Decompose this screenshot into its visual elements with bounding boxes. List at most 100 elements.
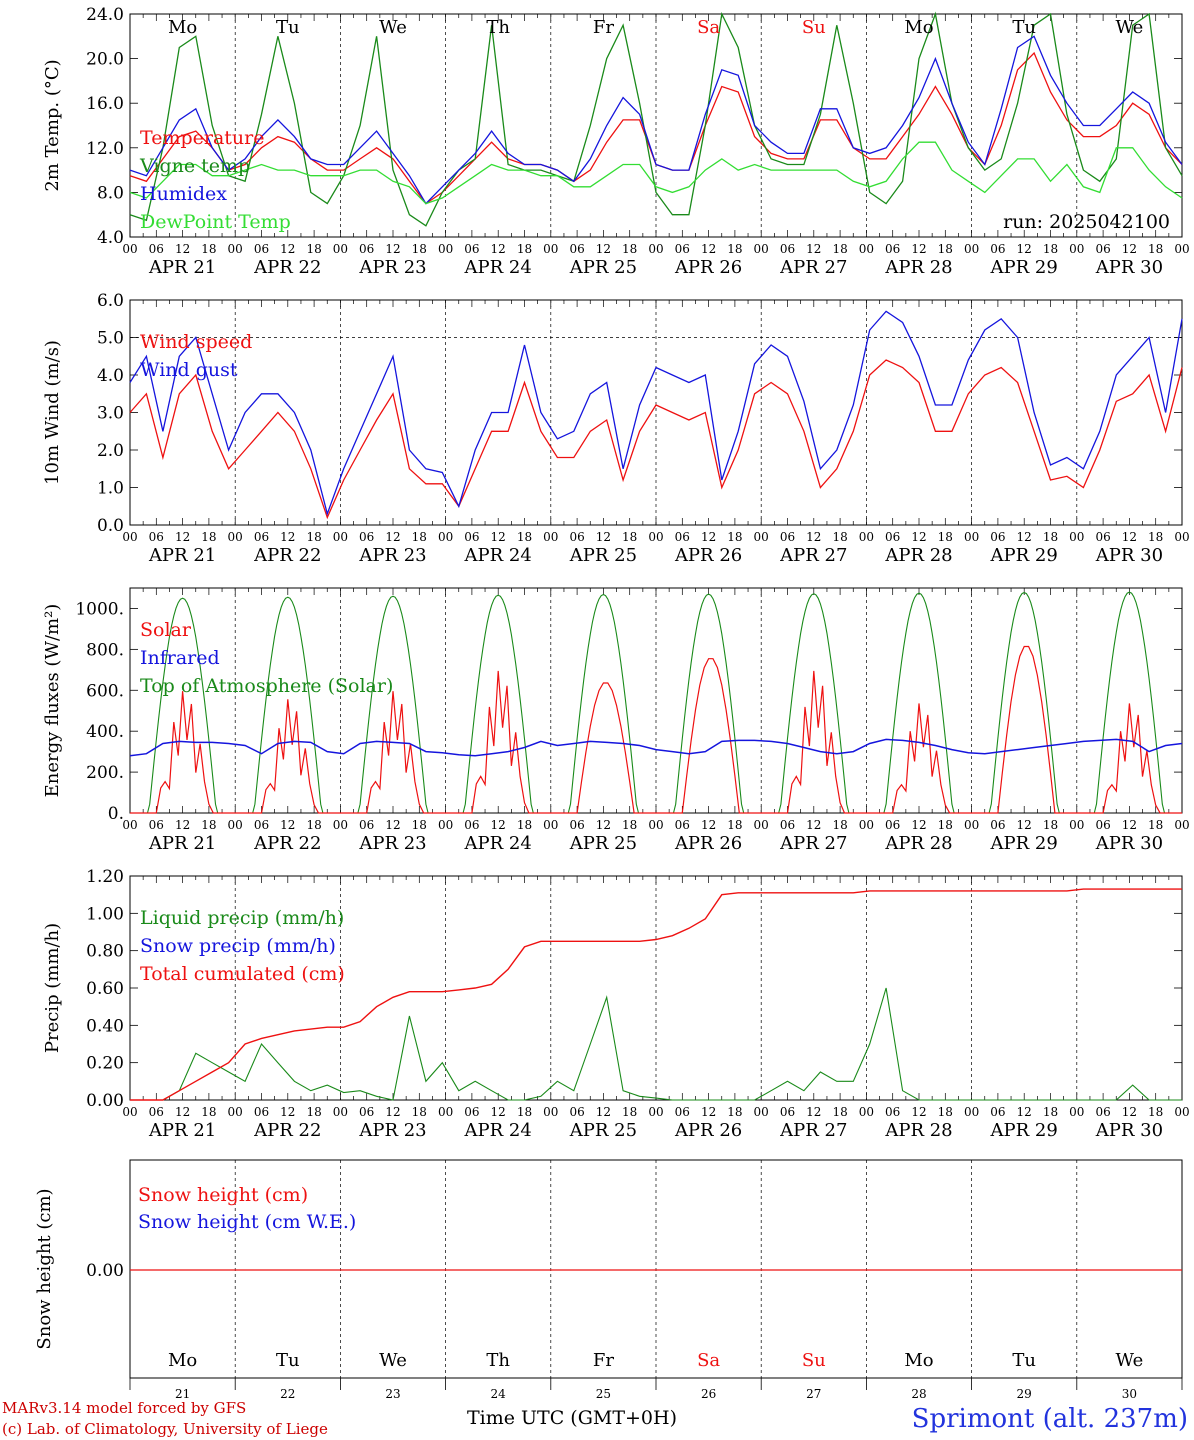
legend-entry: Liquid precip (mm/h) bbox=[140, 907, 344, 929]
hour-tick-label: 12 bbox=[175, 818, 190, 832]
day-label: APR 25 bbox=[569, 545, 637, 566]
hour-tick-label: 06 bbox=[1095, 242, 1110, 256]
day-label: APR 30 bbox=[1095, 545, 1163, 566]
y-tick-label: 600. bbox=[86, 681, 124, 701]
hour-tick-label: 18 bbox=[622, 530, 637, 544]
y-tick-label: 4.0 bbox=[97, 228, 124, 248]
day-label: APR 29 bbox=[990, 545, 1058, 566]
hour-tick-label: 00 bbox=[228, 1105, 243, 1119]
temperature-series-line bbox=[129, 35, 1183, 205]
day-number-label: 24 bbox=[491, 1387, 507, 1401]
hour-tick-label: 18 bbox=[1148, 1105, 1163, 1119]
hour-tick-label: 06 bbox=[254, 242, 269, 256]
hour-tick-label: 00 bbox=[228, 530, 243, 544]
day-label: APR 28 bbox=[884, 833, 952, 854]
day-label: APR 27 bbox=[779, 833, 847, 854]
hour-tick-label: 12 bbox=[701, 818, 716, 832]
hour-tick-label: 12 bbox=[280, 530, 295, 544]
day-label: APR 25 bbox=[569, 257, 637, 278]
hour-tick-label: 00 bbox=[648, 242, 663, 256]
hour-tick-label: 00 bbox=[1069, 530, 1084, 544]
day-label: APR 28 bbox=[884, 1120, 952, 1141]
hour-tick-label: 12 bbox=[491, 818, 506, 832]
hour-tick-label: 18 bbox=[727, 818, 742, 832]
y-tick-label: 400. bbox=[86, 722, 124, 742]
hour-tick-label: 12 bbox=[596, 242, 611, 256]
hour-tick-label: 18 bbox=[1043, 1105, 1058, 1119]
hour-tick-label: 12 bbox=[806, 1105, 821, 1119]
hour-tick-label: 00 bbox=[1069, 242, 1084, 256]
hour-tick-label: 00 bbox=[1174, 242, 1189, 256]
hour-tick-label: 18 bbox=[201, 1105, 216, 1119]
legend-entry: Solar bbox=[140, 619, 192, 641]
hour-tick-label: 00 bbox=[333, 1105, 348, 1119]
hour-tick-label: 06 bbox=[149, 818, 164, 832]
liquid-precip-line bbox=[130, 987, 1182, 1101]
hour-tick-label: 18 bbox=[622, 1105, 637, 1119]
hour-tick-label: 18 bbox=[517, 530, 532, 544]
hour-tick-label: 12 bbox=[701, 1105, 716, 1119]
day-number-label: 27 bbox=[806, 1387, 821, 1401]
hour-tick-label: 06 bbox=[254, 530, 269, 544]
y-tick-label: 1000. bbox=[75, 599, 124, 619]
y-tick-label: 0.20 bbox=[86, 1054, 124, 1074]
day-label: APR 21 bbox=[148, 257, 216, 278]
hour-tick-label: 12 bbox=[701, 530, 716, 544]
hour-tick-label: 00 bbox=[754, 818, 769, 832]
y-tick-label: 200. bbox=[86, 763, 124, 783]
panel-frame bbox=[129, 13, 1183, 238]
hour-tick-label: 18 bbox=[832, 530, 847, 544]
y-tick-label: 3.0 bbox=[97, 404, 124, 424]
day-label: APR 29 bbox=[990, 1120, 1058, 1141]
hour-tick-label: 18 bbox=[517, 1105, 532, 1119]
hour-tick-label: 12 bbox=[911, 1105, 926, 1119]
hour-tick-label: 06 bbox=[359, 1105, 374, 1119]
day-label: APR 29 bbox=[990, 257, 1058, 278]
hour-tick-label: 06 bbox=[254, 818, 269, 832]
day-label: APR 24 bbox=[464, 1120, 532, 1141]
hour-tick-label: 18 bbox=[727, 530, 742, 544]
hour-tick-label: 00 bbox=[964, 242, 979, 256]
day-label: APR 25 bbox=[569, 833, 637, 854]
hour-tick-label: 18 bbox=[1043, 530, 1058, 544]
y-tick-label: 0.00 bbox=[86, 1261, 124, 1281]
hour-tick-label: 12 bbox=[596, 530, 611, 544]
hour-tick-label: 00 bbox=[333, 242, 348, 256]
day-label: APR 28 bbox=[884, 257, 952, 278]
hour-tick-label: 12 bbox=[1017, 530, 1032, 544]
hour-tick-label: 00 bbox=[1069, 818, 1084, 832]
day-label: APR 27 bbox=[779, 257, 847, 278]
hour-tick-label: 18 bbox=[727, 242, 742, 256]
hour-tick-label: 18 bbox=[412, 242, 427, 256]
hour-tick-label: 00 bbox=[122, 1105, 137, 1119]
hour-tick-label: 00 bbox=[754, 530, 769, 544]
day-label: APR 30 bbox=[1095, 833, 1163, 854]
hour-tick-label: 18 bbox=[517, 818, 532, 832]
day-label: APR 24 bbox=[464, 257, 532, 278]
hour-tick-label: 12 bbox=[175, 530, 190, 544]
hour-tick-label: 18 bbox=[832, 242, 847, 256]
y-tick-label: 5.0 bbox=[97, 329, 124, 349]
y-axis-title: Snow height (cm) bbox=[34, 1188, 55, 1349]
hour-tick-label: 00 bbox=[228, 242, 243, 256]
y-tick-label: 0. bbox=[108, 804, 124, 824]
weekday-label: Th bbox=[486, 17, 510, 38]
hour-tick-label: 18 bbox=[938, 818, 953, 832]
weekday-label: Sa bbox=[697, 1350, 720, 1371]
hour-tick-label: 06 bbox=[885, 1105, 900, 1119]
hour-tick-label: 12 bbox=[806, 818, 821, 832]
hour-tick-label: 12 bbox=[385, 530, 400, 544]
hour-tick-label: 00 bbox=[438, 530, 453, 544]
y-tick-label: 0.0 bbox=[97, 516, 124, 536]
hour-tick-label: 12 bbox=[806, 242, 821, 256]
hour-tick-label: 18 bbox=[1148, 530, 1163, 544]
weekday-label: Mo bbox=[168, 17, 197, 38]
day-label: APR 22 bbox=[253, 257, 321, 278]
legend-entry: Snow precip (mm/h) bbox=[140, 935, 336, 957]
infrared-line bbox=[129, 738, 1183, 757]
footer-credit-2: (c) Lab. of Climatology, University of L… bbox=[2, 1420, 328, 1438]
hour-tick-label: 06 bbox=[885, 530, 900, 544]
hour-tick-label: 00 bbox=[859, 818, 874, 832]
hour-tick-label: 12 bbox=[280, 1105, 295, 1119]
day-number-label: 21 bbox=[175, 1387, 190, 1401]
